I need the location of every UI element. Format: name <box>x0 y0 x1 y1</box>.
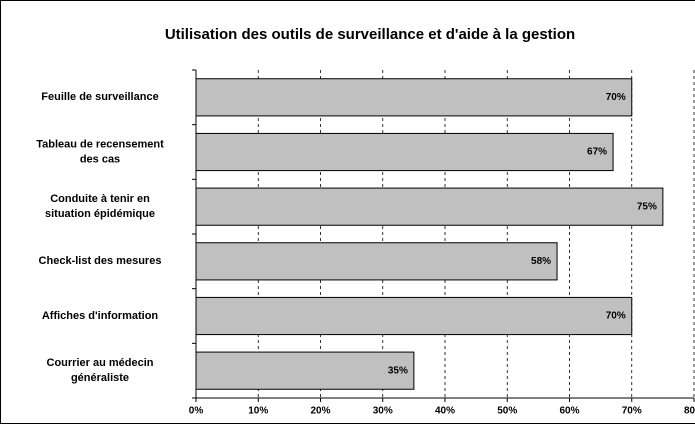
x-tick-label: 20% <box>310 406 330 417</box>
y-tick-label: Check-list des mesures <box>39 255 162 267</box>
y-tick-label: Feuille de surveillance <box>41 91 158 103</box>
x-tick-label: 60% <box>559 406 579 417</box>
y-tick-label: situation épidémique <box>45 208 155 220</box>
x-tick-label: 50% <box>497 406 517 417</box>
y-tick-label: généraliste <box>71 372 129 384</box>
value-label: 70% <box>606 92 626 103</box>
value-label: 70% <box>606 311 626 322</box>
value-label: 67% <box>587 147 607 158</box>
x-tick-label: 30% <box>373 406 393 417</box>
x-tick-label: 10% <box>248 406 268 417</box>
chart-title: Utilisation des outils de surveillance e… <box>165 26 575 43</box>
x-tick-label: 0% <box>189 406 204 417</box>
x-tick-label: 70% <box>622 406 642 417</box>
value-label: 58% <box>531 256 551 267</box>
bar <box>195 351 415 390</box>
bar <box>195 78 633 117</box>
bar <box>195 187 664 226</box>
bar <box>195 132 614 172</box>
y-tick-label: Tableau de recensement <box>36 138 164 150</box>
bar <box>195 242 558 281</box>
y-tick-label: des cas <box>80 153 120 165</box>
y-tick-label: Affiches d'information <box>42 310 159 322</box>
y-tick-label: Courrier au médecin <box>47 357 154 369</box>
x-tick-label: 40% <box>435 406 455 417</box>
value-label: 35% <box>388 365 408 376</box>
x-tick-label: 80% <box>684 406 695 417</box>
bar <box>195 296 633 336</box>
value-label: 75% <box>637 201 657 212</box>
y-tick-label: Conduite à tenir en <box>50 193 150 205</box>
